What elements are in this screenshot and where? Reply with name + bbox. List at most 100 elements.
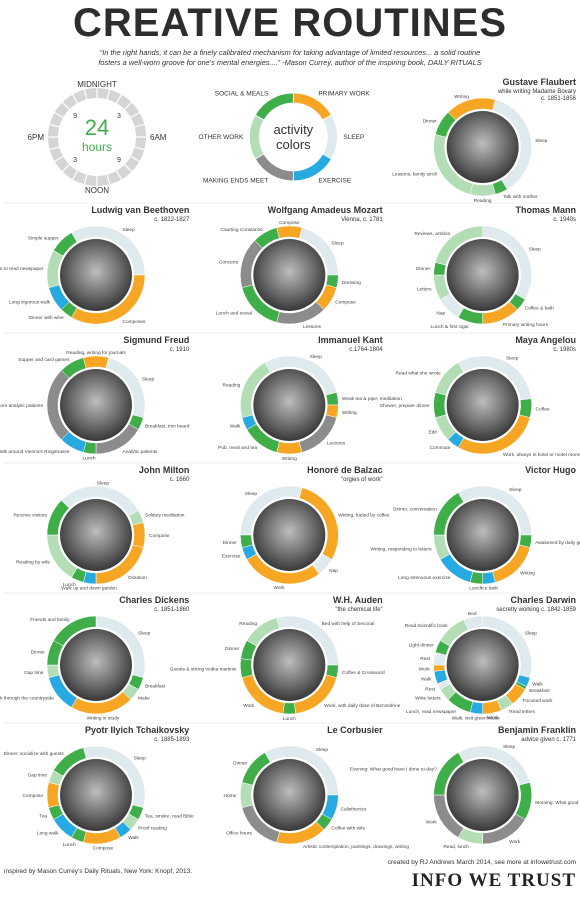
- legend-label: PRIMARY WORK: [318, 91, 370, 98]
- clock-tick: [130, 155, 140, 163]
- person-card: Wolfgang Amadeus Mozart Vienna, c. 1781 Sl…: [216, 205, 383, 330]
- person-subtitle: Vienna, c. 1781: [341, 217, 383, 223]
- segment-label: Writing in study: [87, 716, 120, 722]
- segment-label: Work, always in hotel or motel rooms: [503, 452, 580, 458]
- segment-label: Primary writing hours: [503, 322, 549, 328]
- segment-label: Courting Constanze: [220, 227, 263, 233]
- title: CREATIVE ROUTINES: [73, 1, 507, 45]
- segment-label: Sleep: [506, 355, 519, 361]
- clock-hour: 9: [117, 157, 121, 164]
- segment-label: Coffee: [536, 406, 550, 412]
- segment-label: Guests & strong vodka martinis: [170, 666, 237, 672]
- legend-swatch: [254, 92, 294, 121]
- portrait: [446, 111, 519, 183]
- portrait: [253, 759, 326, 831]
- segment-label: Nap: [329, 568, 338, 574]
- segment-label: Rest: [420, 656, 431, 662]
- clock-tick: [124, 101, 133, 110]
- quote: “In the right hands, it can be a finely …: [100, 48, 480, 57]
- schedule-segment: [83, 355, 109, 369]
- segment-label: Lectures: [327, 440, 346, 446]
- segment-label: Letters: [417, 287, 432, 293]
- person-card: Thomas Mann c. 1940s Sleep Coffee & bath Pri…: [414, 205, 576, 330]
- person-card: Sigmund Freud c. 1910 Sleep Breakfast, trim…: [0, 335, 190, 462]
- person-subtitle: "orgies of work": [341, 477, 383, 483]
- person-card: Honoré de Balzac "orgies of work" Sleep Wri…: [222, 465, 390, 591]
- segment-label: Writing: [342, 410, 357, 416]
- person-subtitle: c. 1885-1893: [154, 737, 190, 743]
- portrait: [60, 499, 132, 571]
- segment-label: Lunch: [83, 456, 96, 462]
- schedule-segment: [469, 183, 496, 197]
- segment-label: Sleep: [97, 480, 110, 486]
- segment-label: Writing: [454, 94, 469, 100]
- segment-label: Tea: [39, 813, 47, 819]
- person-card: Ludwig van Beethoven c. 1822-1827 Sleep Com…: [0, 205, 190, 325]
- segment-label: Sleep: [123, 227, 136, 233]
- segment-label: Commute: [430, 445, 451, 451]
- clock-tick: [54, 111, 64, 119]
- segment-label: Pub. meal and tea: [218, 445, 257, 451]
- brand: INFO WE TRUST: [412, 870, 576, 891]
- person-subtitle: secretly working c. 1842-1859: [496, 607, 576, 613]
- portrait: [253, 239, 326, 311]
- person-name: Charles Dickens: [119, 595, 189, 605]
- segment-label: Sleep: [535, 138, 548, 144]
- person-subtitle: c. 1822-1827: [154, 217, 190, 223]
- person-subtitle: c. 1940s: [553, 217, 576, 223]
- segment-label: Awakened by daily gunshot: [535, 540, 580, 546]
- clock-hour: NOON: [85, 186, 109, 195]
- segment-label: Work: [243, 703, 255, 709]
- segment-label: Simple supper: [28, 236, 59, 242]
- legend-label: OTHER WORK: [199, 134, 244, 141]
- segment-label: Sleep: [133, 756, 146, 762]
- inspired-note: inspired by Mason Currey's Daily Rituals…: [4, 868, 192, 875]
- schedule-segment: [240, 782, 253, 808]
- segment-label: Work: [509, 839, 521, 845]
- segment-label: Read scientific book: [405, 623, 449, 629]
- segment-label: Dictation: [128, 575, 147, 581]
- segment-label: Reading by wife: [16, 560, 50, 566]
- schedule-segment: [53, 615, 97, 647]
- segment-label: Edit: [428, 430, 437, 436]
- segment-label: Concerts: [219, 259, 239, 265]
- schedule-segment: [447, 97, 496, 121]
- segment-label: Work: [487, 715, 499, 721]
- segment-label: Morning: What good shall I do today?: [535, 800, 580, 806]
- person-subtitle: c. 1851-1856: [541, 96, 577, 102]
- segment-label: Stop at a tavern to read newspaper: [0, 266, 44, 272]
- segment-label: Rest: [425, 686, 436, 692]
- segment-label: Read what she wrote: [396, 371, 441, 377]
- segment-label: Compose: [22, 793, 43, 799]
- segment-label: Tea, smoke, read Bible: [145, 813, 194, 819]
- portrait: [60, 759, 132, 831]
- schedule-segment: [463, 615, 483, 631]
- segment-label: Sleep: [310, 354, 323, 360]
- clock-hour: 9: [73, 113, 77, 120]
- person-card: Gustave Flaubert while writing Madame Bov…: [392, 77, 576, 204]
- segment-label: Lunch: [63, 582, 76, 588]
- segment-label: Long vigorous walk: [9, 300, 51, 306]
- clock-tick: [54, 155, 64, 163]
- person-subtitle: c. 1910: [170, 347, 190, 353]
- legend-label: MAKING ENDS MEET: [203, 177, 268, 184]
- segment-label: Dinner, socialize with guests: [3, 751, 64, 757]
- clock-tick: [83, 89, 88, 100]
- schedule-segment: [433, 392, 447, 418]
- segment-label: Nap: [436, 310, 445, 316]
- segment-label: Bed: [468, 611, 477, 617]
- schedule-segment: [53, 747, 87, 777]
- segment-label: Proof reading: [138, 825, 167, 831]
- person-card: Pyotr Ilyich Tchaikovsky c. 1885-1893 Slee…: [3, 725, 194, 852]
- portrait: [446, 629, 519, 701]
- portrait: [446, 369, 519, 441]
- segment-label: Writing: [520, 570, 535, 576]
- legend-title: activity: [273, 122, 313, 137]
- clock-tick: [106, 89, 111, 100]
- quote: fosters a well-worn groove for one's men…: [98, 58, 481, 67]
- segment-label: Breakfast: [529, 688, 550, 694]
- schedule-segment: [433, 752, 465, 796]
- segment-label: Sleep: [509, 487, 522, 493]
- schedule-segment: [132, 522, 146, 548]
